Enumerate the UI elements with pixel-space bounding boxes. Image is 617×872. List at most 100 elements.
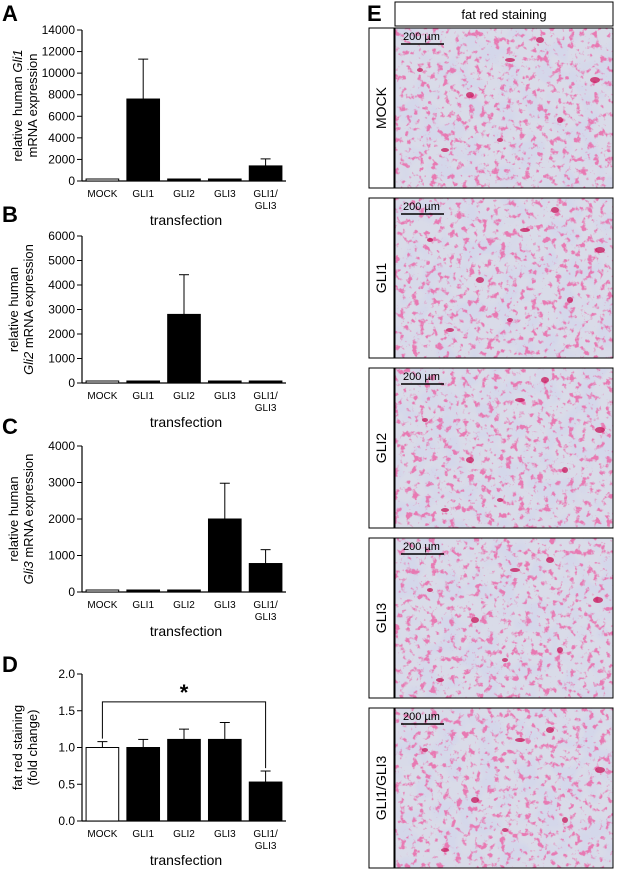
- chart-gli2-expression: 0 1000 2000 3000 4000 5000 6000 MOCK GLI1 GLI2 GLI…: [6, 229, 286, 430]
- bar: [126, 98, 161, 182]
- scale-bar-label: 200 µm: [403, 201, 440, 213]
- bar: [167, 738, 201, 822]
- stain-spot: [515, 398, 525, 402]
- y-tick-label: 0: [68, 585, 75, 599]
- staining-row: GLI2 200 µm: [368, 367, 614, 529]
- micrograph-stain: [395, 708, 613, 868]
- x-tick-label: GLI3: [214, 189, 236, 200]
- y-tick-label: 3000: [48, 303, 75, 317]
- x-tick-label: GLI3: [255, 201, 277, 212]
- stain-spot: [557, 647, 563, 653]
- y-axis-label: mRNA expression: [25, 53, 40, 157]
- staining-rows: MOCK 200 µm GLI1 200 µm GLI2 200 µm GLI3 200 µm…: [368, 27, 614, 869]
- y-tick-label: 1000: [48, 549, 75, 563]
- staining-row-label-box: [368, 367, 395, 529]
- micrograph-border: [394, 537, 614, 699]
- y-tick-label: 14000: [42, 23, 76, 37]
- stain-spot: [502, 828, 508, 832]
- stain-spot: [546, 557, 554, 563]
- y-axis-label: Gli3 mRNA expression: [21, 454, 36, 585]
- y-axis-label: relative human: [6, 476, 21, 561]
- micrograph-stain: [395, 368, 613, 528]
- bar: [248, 380, 283, 384]
- stain-spot: [551, 207, 559, 213]
- stain-spot: [510, 568, 520, 572]
- micrograph-border: [394, 367, 614, 529]
- micrograph-stain: [395, 28, 613, 188]
- staining-row-label: GLI3: [373, 603, 389, 634]
- y-tick-label: 0: [68, 376, 75, 390]
- bar: [167, 178, 201, 182]
- bar: [248, 563, 283, 593]
- significance-star: *: [180, 680, 189, 705]
- stain-spot: [466, 92, 474, 98]
- micrograph-stain: [395, 198, 613, 358]
- y-tick-label: 4000: [48, 131, 75, 145]
- x-tick-label: GLI1/: [253, 600, 278, 611]
- x-tick-label: GLI3: [214, 829, 236, 840]
- stain-spot: [471, 797, 479, 803]
- staining-row-label-box: [368, 27, 395, 189]
- bar: [248, 781, 283, 822]
- significance-bracket: [101, 701, 267, 769]
- stain-spot: [557, 117, 563, 123]
- scale-bar-label: 200 µm: [403, 371, 440, 383]
- x-tick-label: GLI2: [173, 600, 195, 611]
- x-tick-label: GLI3: [255, 403, 277, 414]
- staining-row-label-box: [368, 537, 395, 699]
- x-tick-label: GLI1: [132, 189, 154, 200]
- bar: [207, 380, 242, 384]
- y-tick-label: 1.0: [58, 741, 75, 755]
- staining-header: fat red staining: [461, 7, 546, 22]
- y-axis-label: relative human Gli1: [10, 49, 25, 161]
- x-axis-label: transfection: [150, 212, 222, 228]
- staining-row-label: GLI1: [373, 263, 389, 294]
- bar: [207, 738, 242, 822]
- x-tick-label: GLI3: [255, 612, 277, 623]
- x-axis-label: transfection: [150, 623, 222, 639]
- bar: [85, 380, 120, 384]
- stain-spot: [436, 678, 444, 682]
- stain-spot: [536, 37, 544, 43]
- bar: [167, 589, 201, 593]
- x-tick-label: MOCK: [87, 829, 117, 840]
- y-tick-label: 0.5: [58, 777, 75, 791]
- stain-spot: [476, 277, 484, 283]
- bar: [207, 518, 242, 593]
- stain-spot: [427, 588, 433, 592]
- y-tick-label: 6000: [48, 109, 75, 123]
- bar: [126, 589, 161, 593]
- y-axis-label: Gli2 mRNA expression: [21, 244, 36, 375]
- y-tick-label: 2.0: [58, 667, 75, 681]
- x-tick-label: MOCK: [87, 600, 117, 611]
- y-tick-label: 8000: [48, 88, 75, 102]
- staining-row-label-box: [368, 707, 395, 869]
- stain-spot: [441, 148, 449, 152]
- bar: [126, 747, 161, 822]
- staining-header-box: [394, 1, 614, 27]
- y-tick-label: 3000: [48, 476, 75, 490]
- stain-spot: [446, 328, 454, 332]
- y-tick-label: 2000: [48, 327, 75, 341]
- stain-spot: [466, 457, 474, 463]
- x-tick-label: GLI1/: [253, 189, 278, 200]
- stain-spot: [497, 498, 503, 502]
- x-tick-label: GLI2: [173, 189, 195, 200]
- chart-gli1-expression: 0 2000 4000 6000 8000 10000 12000 14000 MOCK GLI1…: [10, 23, 286, 228]
- y-tick-label: 4000: [48, 278, 75, 292]
- stain-spot: [562, 467, 568, 473]
- bar: [85, 178, 120, 182]
- stain-spot: [427, 238, 433, 242]
- scale-bar-label: 200 µm: [403, 711, 440, 723]
- y-tick-label: 6000: [48, 229, 75, 243]
- staining-row: GLI1/GLI3 200 µm: [368, 707, 614, 869]
- panel-letter-E: E: [367, 1, 382, 26]
- bar: [248, 165, 283, 182]
- x-tick-label: GLI3: [255, 841, 277, 852]
- stain-spot: [441, 848, 449, 852]
- stain-spot: [471, 617, 479, 623]
- y-tick-label: 0: [68, 174, 75, 188]
- bar: [126, 380, 161, 384]
